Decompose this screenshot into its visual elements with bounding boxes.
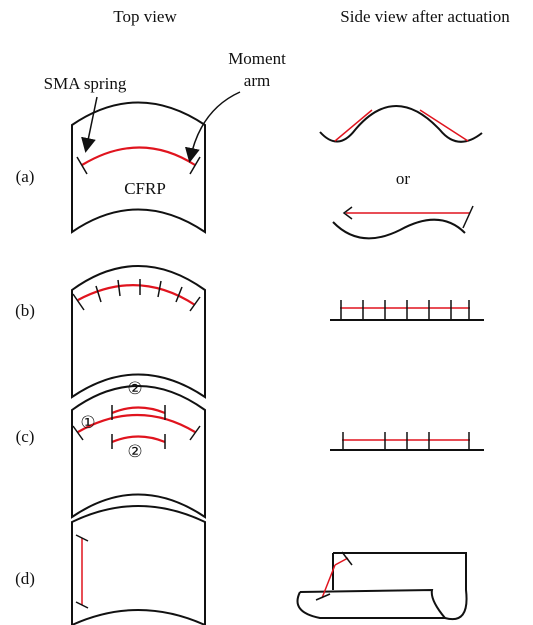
- marker: ②: [127, 442, 142, 461]
- panel-label: (a): [16, 167, 35, 186]
- annotation: Moment: [228, 49, 286, 68]
- annotation: arm: [244, 71, 270, 90]
- panel-a: CFRP (a) or: [16, 92, 482, 238]
- or-label: or: [396, 169, 411, 188]
- marker: ①: [80, 413, 95, 432]
- figure: Top view Side view after actuation Momen…: [0, 0, 533, 625]
- annotation: SMA spring: [44, 74, 127, 93]
- header: Side view after actuation: [340, 7, 510, 26]
- panel-c: ② ① ② (c): [16, 379, 484, 517]
- panel-label: (c): [16, 427, 35, 446]
- marker: ②: [127, 379, 142, 398]
- panel-label: (b): [15, 301, 35, 320]
- header: Top view: [113, 7, 177, 26]
- panel-d: (d): [15, 506, 466, 625]
- panel-label: (d): [15, 569, 35, 588]
- panel-b: (b): [15, 266, 484, 397]
- material-label: CFRP: [124, 179, 166, 198]
